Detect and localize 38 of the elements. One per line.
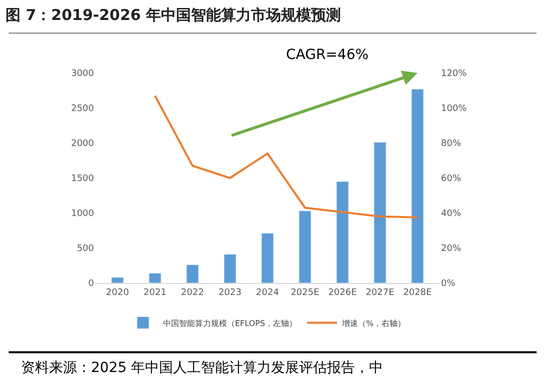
x-tick-label: 2027E: [366, 288, 395, 298]
bar: [111, 277, 124, 283]
bar: [411, 88, 424, 283]
bar: [148, 272, 162, 283]
bar: [186, 264, 199, 283]
chart-title: 图 7：2019-2026 年中国智能算力市场规模预测: [5, 6, 342, 24]
y2-tick-label: 20%: [441, 244, 462, 254]
x-tick-label: 2022: [181, 288, 204, 298]
bar: [336, 181, 349, 283]
x-tick-label: 2020: [106, 288, 130, 298]
x-tick-label: 2026E: [328, 288, 358, 298]
y2-tick-label: 0%: [441, 279, 456, 290]
text: 资料来源：2025 年中国人工智能计算力发展评估报告，中: [21, 360, 384, 376]
line-series: [154, 94, 418, 218]
legend-label: 增速（%，右轴）: [341, 318, 406, 328]
x-tick-label: 2021: [144, 288, 166, 298]
y2-tick-label: 60%: [441, 174, 462, 184]
y-tick-label: 3000: [71, 69, 94, 80]
y2-tick-label: 120%: [441, 69, 468, 80]
bar: [261, 233, 274, 283]
x-tick-label: 2023: [218, 288, 242, 298]
text: CAGR=46%: [286, 47, 369, 63]
x-tick-label: 2028E: [403, 288, 432, 298]
y2-tick-label: 40%: [441, 209, 462, 220]
y-tick-label: 2000: [71, 139, 94, 150]
y-tick-label: 1500: [71, 174, 94, 184]
bar: [224, 254, 236, 283]
y2-tick-label: 80%: [441, 139, 462, 150]
y-tick-label: 1000: [71, 209, 94, 220]
y2-tick-label: 100%: [441, 104, 468, 114]
y-tick-label: 0: [88, 279, 94, 290]
x-tick-label: 2024: [256, 288, 280, 298]
x-tick-label: 2025E: [290, 288, 320, 298]
bar: [298, 210, 312, 283]
y-tick-label: 2500: [71, 104, 94, 114]
legend-label: 中国智能算力规模（EFLOPS，左轴）: [163, 318, 298, 328]
y-tick-label: 500: [76, 244, 94, 254]
bar: [374, 142, 386, 283]
